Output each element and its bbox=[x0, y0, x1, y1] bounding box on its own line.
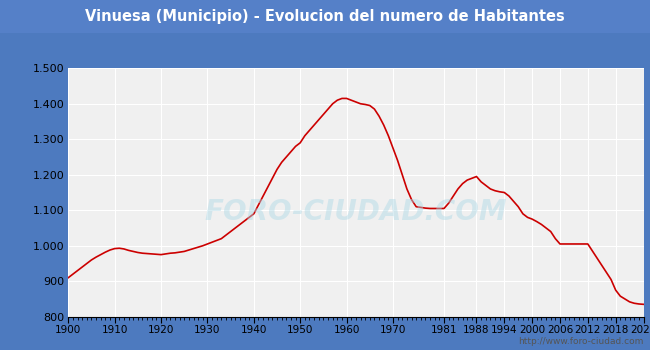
Text: Vinuesa (Municipio) - Evolucion del numero de Habitantes: Vinuesa (Municipio) - Evolucion del nume… bbox=[85, 9, 565, 24]
Text: http://www.foro-ciudad.com: http://www.foro-ciudad.com bbox=[518, 337, 644, 346]
Text: FORO-CIUDAD.COM: FORO-CIUDAD.COM bbox=[205, 198, 507, 226]
